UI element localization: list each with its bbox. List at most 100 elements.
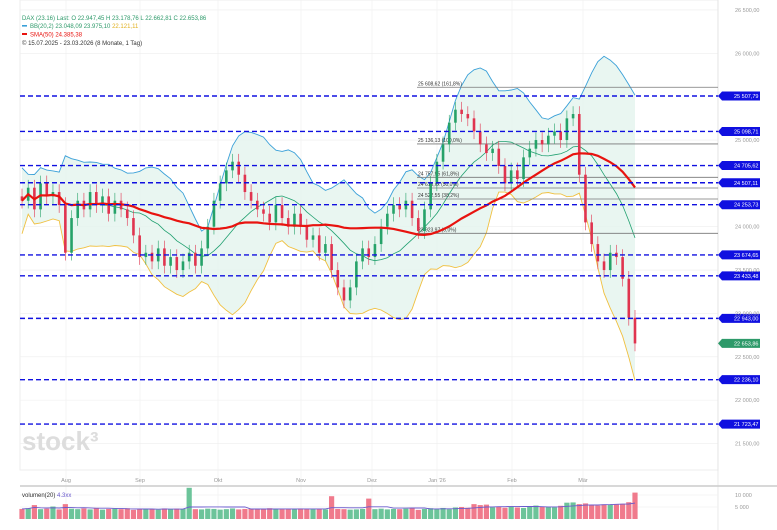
horizontal-levels[interactable]: 25 507,79 25 098,71 24 705,62 24 507,11 24 2… <box>20 91 760 429</box>
level-tag-label: 24 253,73 <box>734 203 758 209</box>
candle-body <box>590 222 593 245</box>
volume-bar <box>341 509 347 519</box>
volume-bar <box>372 509 378 519</box>
candle <box>45 175 49 205</box>
candle-body <box>571 114 575 119</box>
candle-body <box>596 244 600 262</box>
candle-body <box>132 218 135 236</box>
volume-bar <box>533 505 539 519</box>
candle <box>255 192 259 218</box>
candle <box>324 236 327 261</box>
volume-bar <box>124 508 130 519</box>
volume-bar <box>304 508 310 519</box>
candle-body <box>472 118 476 132</box>
volume-bar <box>273 508 279 519</box>
volume-bar <box>434 508 440 519</box>
candle-body <box>435 161 439 184</box>
candle <box>305 218 309 248</box>
volume-bar <box>118 509 124 519</box>
candle <box>280 197 284 226</box>
candle-body <box>237 161 241 175</box>
legend-bb: BB(20,2) 23.048,09 23.975,10 22.121,11 <box>30 24 139 30</box>
candle-body <box>416 218 420 232</box>
y-tick-label: 22 500,00 <box>735 355 759 361</box>
volume-bar <box>601 504 607 519</box>
price-axis[interactable]: 26 500,00 26 000,00 25 000,00 24 000,00 23 5… <box>718 8 760 448</box>
volume-bar <box>180 508 186 519</box>
legend-range: © 15.07.2025 - 23.03.2026 (8 Monate, 1 T… <box>22 40 142 47</box>
candle <box>76 192 80 226</box>
last-price-tag <box>718 338 760 348</box>
candle <box>460 101 463 122</box>
x-tick-label: Feb <box>507 478 516 484</box>
volume-bar <box>409 508 415 519</box>
candle-body <box>621 257 624 279</box>
volume-bar <box>390 508 397 519</box>
volume-bar <box>607 504 613 519</box>
fib-label: 25 608,62 (161,8%) <box>418 81 462 87</box>
volume-bar <box>56 509 62 519</box>
candle <box>410 192 414 226</box>
candle-body <box>57 192 61 206</box>
candle-body <box>367 248 371 258</box>
x-tick-label: Okt <box>214 478 223 484</box>
candle <box>602 253 606 278</box>
candle-body <box>138 235 141 258</box>
candle <box>218 175 222 209</box>
candle-body <box>113 200 117 214</box>
level-tag <box>718 161 760 171</box>
candle-body <box>355 261 358 288</box>
volume-bar <box>279 509 285 519</box>
volume-bar <box>174 508 180 519</box>
candle <box>150 244 154 270</box>
bb-middle-line <box>21 141 636 262</box>
candle <box>367 240 371 265</box>
legend-bb-lower: 22.121,11 <box>112 24 139 30</box>
volume-bar <box>335 508 341 519</box>
level-tag-label: 24 705,62 <box>734 164 758 170</box>
candle-body <box>565 118 569 141</box>
volume-bar <box>130 509 137 519</box>
candle <box>528 140 532 166</box>
candle <box>454 101 457 131</box>
last-price-label: 22 653,86 <box>734 341 758 347</box>
volume-bar <box>310 509 316 519</box>
candle <box>596 236 600 270</box>
candle <box>466 106 470 127</box>
time-axis[interactable]: Aug Sep Okt Nov Dez Jan '26 Feb Mär <box>61 478 588 484</box>
candle-body <box>633 317 637 344</box>
level-tag <box>718 419 760 429</box>
volume-bar <box>50 506 56 519</box>
candle-body <box>274 205 278 223</box>
legend: DAX (23.16) Last: O 22.947,45 H 23.178,7… <box>22 16 207 47</box>
bollinger-bands <box>21 55 636 381</box>
candle-body <box>348 287 352 301</box>
volume-bar <box>514 507 520 519</box>
volume-bar <box>570 502 576 519</box>
candle-body <box>602 261 606 271</box>
volume-bar <box>161 508 168 519</box>
candle-body <box>522 157 525 180</box>
candle-body <box>398 205 402 210</box>
fib-label: 24 522,55 (38,2%) <box>418 193 459 199</box>
level-tag-label: 23 674,65 <box>734 253 758 259</box>
volume-bar <box>112 508 118 519</box>
level-tag-label: 21 723,47 <box>734 422 758 428</box>
candle <box>57 184 61 213</box>
candle <box>398 197 402 218</box>
candle-body <box>150 252 154 262</box>
candle-body <box>330 244 333 271</box>
volume-bar <box>99 509 106 519</box>
fib-label: 24 757,95 (61,8%) <box>418 171 459 177</box>
candle-body <box>627 278 631 318</box>
bb-upper-line <box>21 55 636 232</box>
candle <box>268 205 271 231</box>
candle <box>435 153 439 192</box>
volume-bar <box>378 508 384 519</box>
candle <box>355 253 358 296</box>
candle-body <box>516 170 519 180</box>
candle-body <box>280 205 284 219</box>
volume-bar <box>483 504 489 519</box>
candle-body <box>342 287 346 301</box>
